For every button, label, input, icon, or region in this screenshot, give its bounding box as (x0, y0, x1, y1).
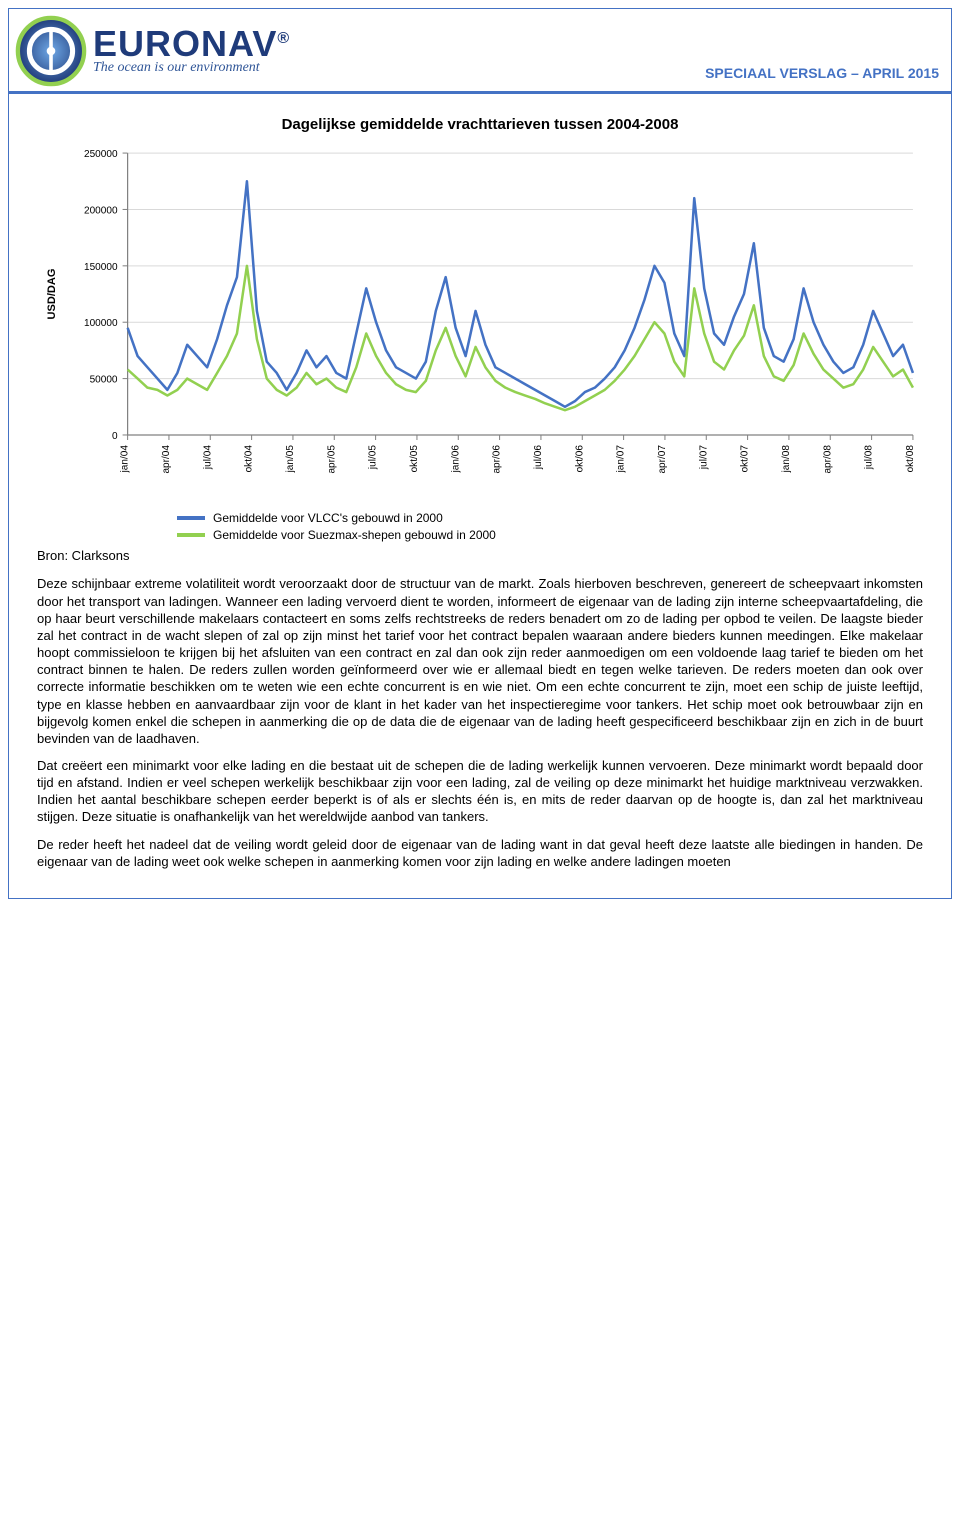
logo-wordmark: EURONAV® (93, 26, 290, 62)
page-header: EURONAV® The ocean is our environment SP… (9, 9, 951, 94)
svg-text:jan/05: jan/05 (285, 445, 296, 474)
body-paragraph-1: Deze schijnbaar extreme volatiliteit wor… (37, 575, 923, 747)
chart-legend: Gemiddelde voor VLCC's gebouwd in 2000 G… (177, 511, 923, 542)
svg-text:jan/07: jan/07 (616, 445, 627, 474)
svg-text:okt/06: okt/06 (574, 445, 585, 473)
svg-text:okt/08: okt/08 (905, 445, 916, 473)
euronav-logo-icon (15, 15, 87, 87)
svg-text:200000: 200000 (84, 205, 118, 216)
svg-text:jul/07: jul/07 (698, 445, 709, 470)
svg-text:150000: 150000 (84, 262, 118, 273)
svg-text:250000: 250000 (84, 149, 118, 160)
svg-text:jul/05: jul/05 (368, 445, 379, 470)
legend-label-suezmax: Gemiddelde voor Suezmax-shepen gebouwd i… (213, 528, 496, 542)
svg-text:50000: 50000 (90, 375, 118, 386)
body-paragraph-3: De reder heeft het nadeel dat de veiling… (37, 836, 923, 870)
svg-text:0: 0 (112, 431, 118, 442)
svg-text:apr/04: apr/04 (161, 445, 172, 474)
logo-text-block: EURONAV® The ocean is our environment (93, 26, 290, 76)
logo-name: EURONAV (93, 23, 277, 64)
svg-text:jan/04: jan/04 (120, 445, 131, 474)
svg-text:jul/08: jul/08 (864, 445, 875, 470)
svg-text:jan/06: jan/06 (450, 445, 461, 474)
report-tag: SPECIAAL VERSLAG – APRIL 2015 (705, 65, 939, 87)
svg-text:jan/08: jan/08 (781, 445, 792, 474)
svg-text:USD/DAG: USD/DAG (46, 269, 58, 320)
freight-rates-line-chart: 0 50000 100000 150000 200000 250000 USD/DAG jan… (37, 143, 923, 505)
svg-text:apr/08: apr/08 (822, 445, 833, 474)
svg-text:apr/07: apr/07 (657, 445, 668, 474)
svg-text:jul/06: jul/06 (533, 445, 544, 470)
logo-tagline: The ocean is our environment (93, 60, 290, 76)
legend-item-vlcc: Gemiddelde voor VLCC's gebouwd in 2000 (177, 511, 923, 525)
svg-text:apr/05: apr/05 (326, 445, 337, 474)
chart-title: Dagelijkse gemiddelde vrachttarieven tus… (37, 116, 923, 133)
svg-text:okt/07: okt/07 (740, 445, 751, 473)
chart-source: Bron: Clarksons (37, 548, 923, 563)
svg-text:okt/05: okt/05 (409, 445, 420, 473)
svg-text:100000: 100000 (84, 318, 118, 329)
svg-text:apr/06: apr/06 (492, 445, 503, 474)
page-frame: EURONAV® The ocean is our environment SP… (8, 8, 952, 899)
body-paragraph-2: Dat creëert een minimarkt voor elke ladi… (37, 757, 923, 826)
legend-item-suezmax: Gemiddelde voor Suezmax-shepen gebouwd i… (177, 528, 923, 542)
svg-text:jul/04: jul/04 (202, 445, 213, 470)
logo: EURONAV® The ocean is our environment (15, 15, 290, 87)
logo-registered: ® (277, 30, 290, 47)
legend-swatch-suezmax (177, 533, 205, 537)
chart-section: Dagelijkse gemiddelde vrachttarieven tus… (37, 116, 923, 563)
legend-swatch-vlcc (177, 516, 205, 520)
page-content: Dagelijkse gemiddelde vrachttarieven tus… (9, 94, 951, 898)
svg-text:okt/04: okt/04 (244, 445, 255, 473)
legend-label-vlcc: Gemiddelde voor VLCC's gebouwd in 2000 (213, 511, 443, 525)
